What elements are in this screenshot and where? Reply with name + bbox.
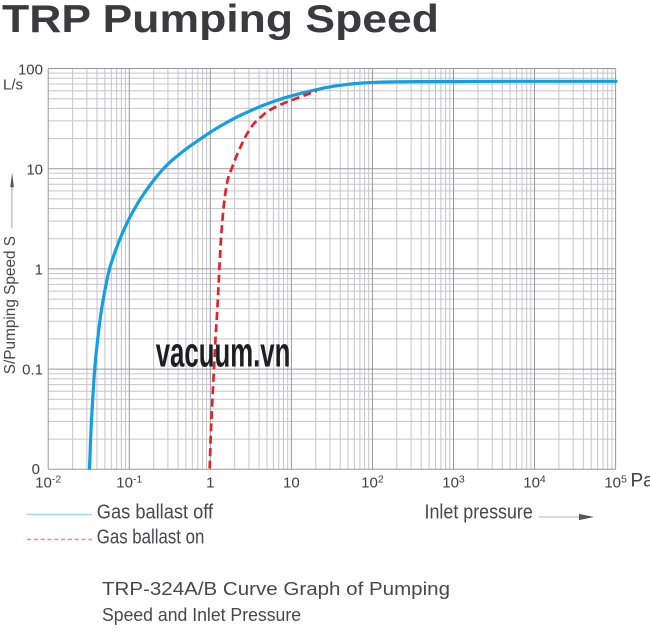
svg-text:10: 10 (283, 475, 300, 492)
svg-text:S/Pumping Speed S: S/Pumping Speed S (2, 236, 19, 374)
svg-text:TRP Pumping Speed: TRP Pumping Speed (2, 0, 439, 41)
svg-text:1: 1 (206, 475, 214, 492)
svg-text:0.1: 0.1 (22, 361, 43, 378)
svg-text:Gas ballast on: Gas ballast on (97, 527, 205, 549)
svg-text:Pa: Pa (631, 471, 650, 492)
svg-text:L/s: L/s (3, 77, 23, 94)
svg-text:10: 10 (26, 161, 43, 178)
svg-text:vacuum.vn: vacuum.vn (156, 329, 291, 376)
svg-text:Inlet pressure: Inlet pressure (425, 502, 533, 524)
svg-text:1: 1 (35, 262, 43, 279)
svg-text:Gas ballast off: Gas ballast off (97, 502, 214, 524)
svg-text:Speed and Inlet Pressure: Speed and Inlet Pressure (102, 604, 301, 625)
svg-text:TRP-324A/B Curve Graph of Pump: TRP-324A/B Curve Graph of Pumping (102, 578, 450, 599)
